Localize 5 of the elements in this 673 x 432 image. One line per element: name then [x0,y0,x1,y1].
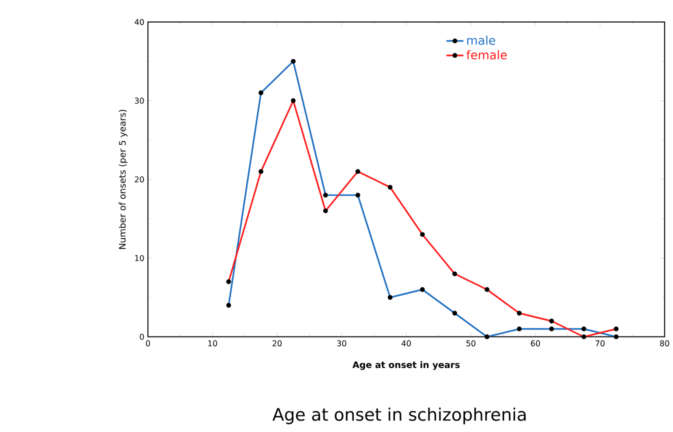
legend-label: female [466,50,507,60]
x-axis-title: Age at onset in years [352,361,460,370]
text: Age at onset in schizophrenia [272,408,526,424]
legend-label: male [467,36,496,45]
y-axis-title: Number of onsets (per 5 years) [118,110,128,249]
